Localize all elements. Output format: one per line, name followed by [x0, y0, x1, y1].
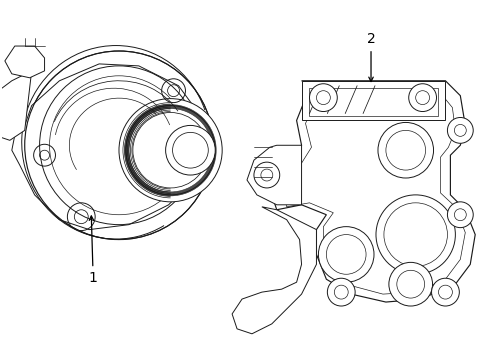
Polygon shape [301, 81, 445, 121]
Polygon shape [232, 207, 317, 334]
Circle shape [119, 99, 222, 202]
Circle shape [327, 278, 355, 306]
Circle shape [447, 202, 473, 228]
Circle shape [254, 162, 280, 188]
Circle shape [447, 117, 473, 143]
Polygon shape [247, 145, 301, 205]
Circle shape [432, 278, 459, 306]
Circle shape [409, 84, 437, 112]
Circle shape [318, 227, 374, 282]
Circle shape [310, 84, 337, 112]
Polygon shape [12, 64, 208, 230]
Text: 1: 1 [89, 216, 98, 285]
Circle shape [166, 125, 215, 175]
Circle shape [389, 262, 433, 306]
Circle shape [24, 51, 213, 239]
Polygon shape [310, 88, 439, 116]
Circle shape [376, 195, 455, 274]
Circle shape [378, 122, 434, 178]
Polygon shape [272, 81, 475, 302]
Polygon shape [5, 46, 45, 78]
Polygon shape [0, 71, 32, 140]
Text: 2: 2 [367, 32, 375, 82]
